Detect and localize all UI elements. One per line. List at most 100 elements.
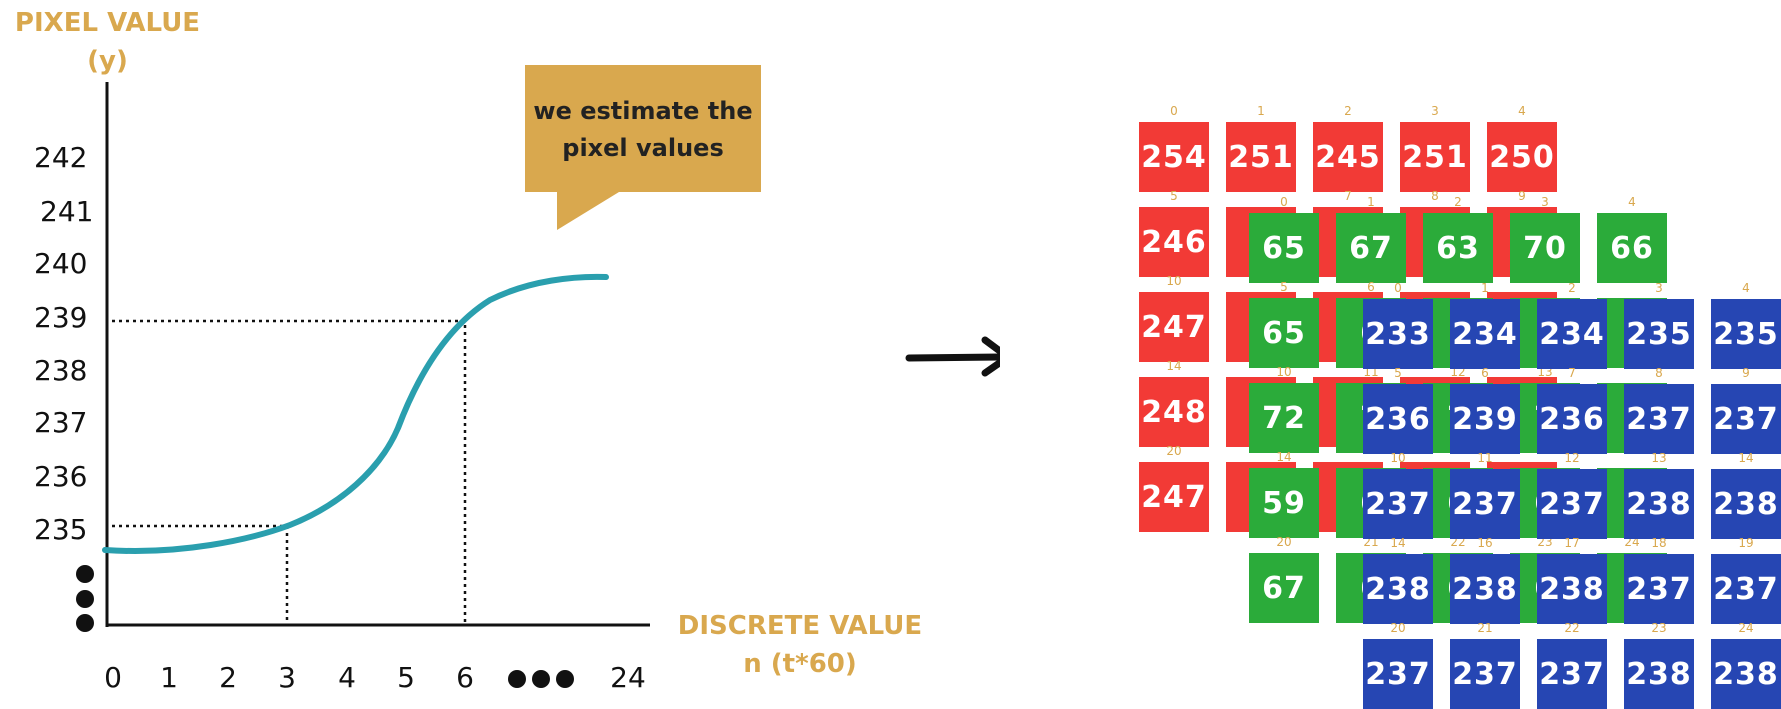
- red-grid-index: 4: [1518, 104, 1526, 118]
- blue-pixel-cell: 234: [1450, 299, 1520, 369]
- blue-pixel-cell: 237: [1363, 639, 1433, 709]
- x-tick-6: 6: [456, 661, 474, 694]
- red-grid-index: 3: [1431, 104, 1439, 118]
- pixel-curve: [102, 273, 609, 554]
- ellipsis-dot-icon: [508, 670, 526, 688]
- green-pixel-cell: 65: [1249, 213, 1319, 283]
- green-grid-index: 5: [1280, 280, 1288, 294]
- red-pixel-cell: 251: [1400, 122, 1470, 192]
- blue-grid-index: 20: [1390, 621, 1406, 635]
- blue-pixel-cell: 237: [1363, 469, 1433, 539]
- y-tick-238: 238: [34, 354, 88, 387]
- arrow-head-icon: [981, 336, 1000, 377]
- blue-pixel-cell: 238: [1711, 639, 1781, 709]
- green-pixel-cell: 66: [1597, 213, 1667, 283]
- green-grid-index: 23: [1537, 535, 1553, 549]
- green-grid-index: 3: [1541, 195, 1549, 209]
- blue-pixel-cell: 236: [1537, 384, 1607, 454]
- green-grid-index: 24: [1624, 535, 1640, 549]
- red-pixel-cell: 254: [1139, 122, 1209, 192]
- blue-pixel-cell: 233: [1363, 299, 1433, 369]
- red-grid-index: 9: [1518, 189, 1526, 203]
- green-pixel-cell: 72: [1249, 383, 1319, 453]
- blue-grid-index: 11: [1477, 451, 1493, 465]
- green-grid-index: 14: [1276, 450, 1292, 464]
- blue-grid-index: 24: [1738, 621, 1754, 635]
- green-pixel-cell: 65: [1249, 298, 1319, 368]
- blue-grid-index: 14: [1390, 536, 1406, 550]
- green-grid-index: 4: [1628, 195, 1636, 209]
- blue-pixel-cell: 237: [1624, 554, 1694, 624]
- red-grid-index: 1: [1257, 104, 1265, 118]
- blue-pixel-cell: 237: [1711, 384, 1781, 454]
- blue-pixel-cell: 238: [1711, 469, 1781, 539]
- blue-grid-index: 12: [1564, 451, 1580, 465]
- blue-pixel-cell: 237: [1450, 639, 1520, 709]
- guide-line-239: [112, 319, 467, 625]
- red-grid-index: 7: [1344, 189, 1352, 203]
- red-pixel-cell: 248: [1139, 377, 1209, 447]
- x-tick-2: 2: [219, 661, 237, 694]
- red-grid-index: 20: [1166, 444, 1182, 458]
- green-grid-index: 21: [1363, 535, 1379, 549]
- callout-tail: [557, 192, 619, 230]
- x-tick-4: 4: [338, 661, 356, 694]
- green-pixel-cell: 59: [1249, 468, 1319, 538]
- y-tick-236: 236: [34, 460, 88, 493]
- x-tick-0: 0: [104, 661, 122, 694]
- blue-pixel-cell: 235: [1624, 299, 1694, 369]
- y-tick-242: 242: [34, 141, 88, 174]
- blue-pixel-cell: 238: [1624, 469, 1694, 539]
- green-grid-index: 22: [1450, 535, 1466, 549]
- ellipsis-dot-icon: [556, 670, 574, 688]
- green-grid-index: 6: [1367, 280, 1375, 294]
- red-pixel-cell: 250: [1487, 122, 1557, 192]
- x-axis-title: DISCRETE VALUE n (t*60): [677, 611, 923, 679]
- blue-grid-index: 21: [1477, 621, 1493, 635]
- blue-pixel-cell: 238: [1537, 554, 1607, 624]
- ellipsis-dot-icon: [76, 565, 94, 583]
- blue-grid-index: 13: [1651, 451, 1667, 465]
- blue-pixel-cell: 237: [1624, 384, 1694, 454]
- guide-line-235: [112, 524, 289, 625]
- blue-pixel-cell: 235: [1711, 299, 1781, 369]
- blue-grid-index: 3: [1655, 281, 1663, 295]
- ellipsis-dot-icon: [76, 614, 94, 632]
- blue-grid-index: 17: [1564, 536, 1580, 550]
- red-grid-index: 8: [1431, 189, 1439, 203]
- red-pixel-cell: 245: [1313, 122, 1383, 192]
- red-grid-index: 2: [1344, 104, 1352, 118]
- green-grid-index: 11: [1363, 365, 1379, 379]
- red-pixel-cell: 251: [1226, 122, 1296, 192]
- green-grid-index: 10: [1276, 365, 1292, 379]
- red-grid-index: 0: [1170, 104, 1178, 118]
- arrow-icon: [905, 353, 1000, 362]
- red-pixel-cell: 246: [1139, 207, 1209, 277]
- pixel-grids: 0254125122453251425052462728292102472214…: [1125, 95, 1781, 709]
- blue-grid-index: 10: [1390, 451, 1406, 465]
- estimate-callout: we estimate the pixel values: [525, 65, 761, 192]
- y-tick-240: 240: [34, 247, 88, 280]
- green-grid-index: 12: [1450, 365, 1466, 379]
- blue-pixel-cell: 238: [1363, 554, 1433, 624]
- x-tick-3: 3: [278, 661, 296, 694]
- blue-grid-index: 19: [1738, 536, 1754, 550]
- blue-grid-index: 5: [1394, 366, 1402, 380]
- x-tick-5: 5: [397, 661, 415, 694]
- blue-pixel-cell: 237: [1450, 469, 1520, 539]
- blue-grid-index: 7: [1568, 366, 1576, 380]
- y-tick-237: 237: [34, 406, 88, 439]
- red-grid-index: 14: [1166, 359, 1182, 373]
- blue-grid-index: 9: [1742, 366, 1750, 380]
- red-grid-index: 5: [1170, 189, 1178, 203]
- green-pixel-cell: 67: [1336, 213, 1406, 283]
- blue-grid-index: 2: [1568, 281, 1576, 295]
- blue-grid-index: 1: [1481, 281, 1489, 295]
- green-grid-index: 13: [1537, 365, 1553, 379]
- blue-grid-index: 4: [1742, 281, 1750, 295]
- blue-pixel-cell: 237: [1537, 639, 1607, 709]
- ellipsis-dot-icon: [532, 670, 550, 688]
- green-grid-index: 20: [1276, 535, 1292, 549]
- blue-pixel-cell: 239: [1450, 384, 1520, 454]
- green-grid-index: 0: [1280, 195, 1288, 209]
